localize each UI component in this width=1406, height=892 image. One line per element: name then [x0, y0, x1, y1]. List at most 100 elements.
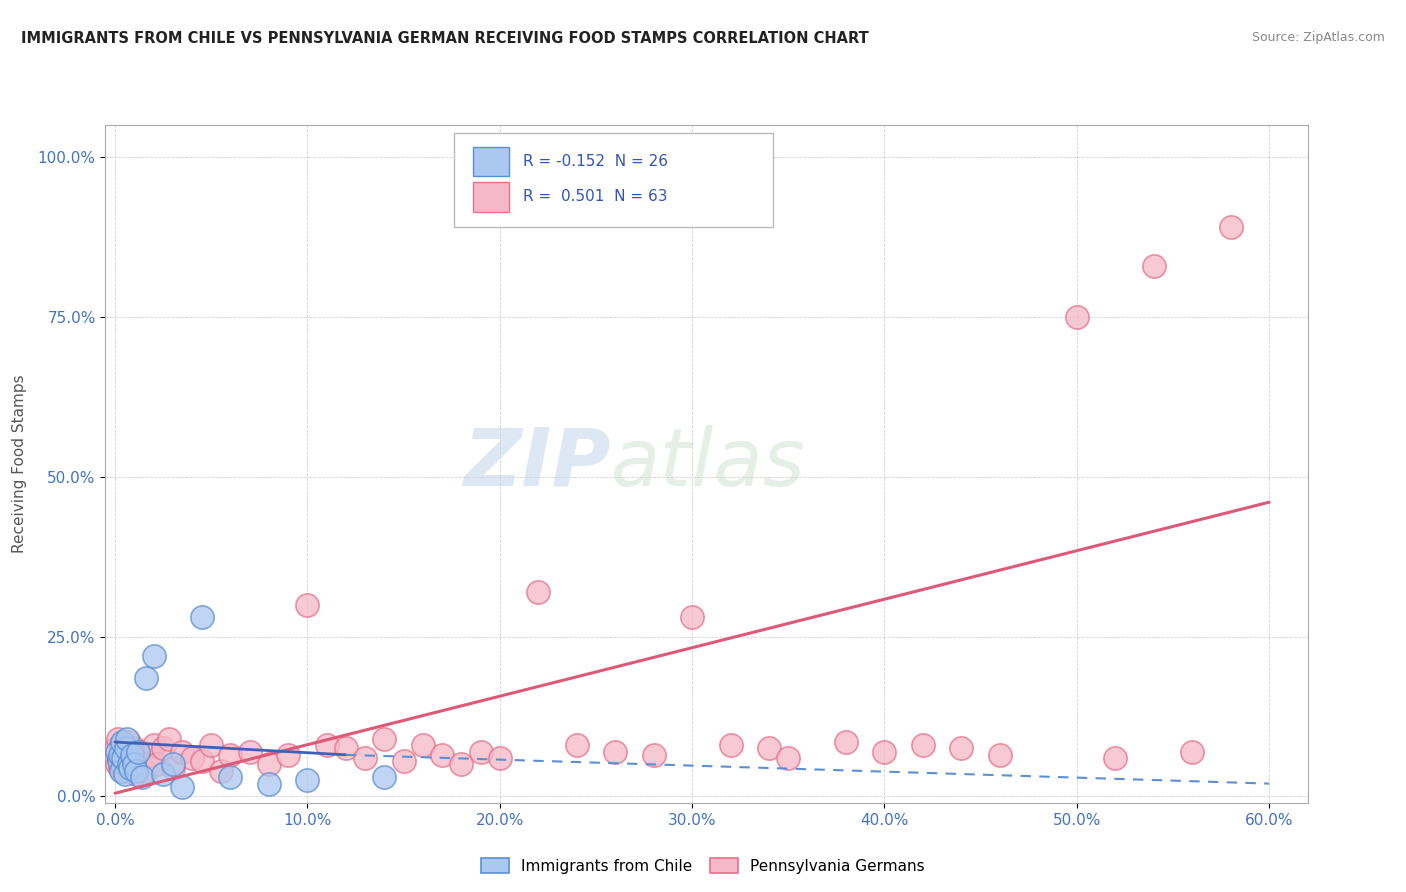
- Point: [219, 770, 242, 784]
- Point: [681, 610, 703, 624]
- Point: [778, 751, 800, 765]
- Point: [146, 757, 169, 772]
- Point: [121, 751, 143, 765]
- Point: [257, 776, 280, 790]
- FancyBboxPatch shape: [474, 146, 509, 177]
- Point: [605, 745, 627, 759]
- Point: [643, 747, 665, 762]
- Point: [315, 738, 337, 752]
- Point: [117, 757, 139, 772]
- Point: [135, 671, 157, 685]
- Point: [105, 745, 128, 759]
- Point: [142, 648, 165, 663]
- Point: [152, 741, 174, 756]
- Point: [105, 741, 128, 756]
- Point: [108, 754, 131, 768]
- Point: [107, 731, 129, 746]
- Point: [138, 747, 160, 762]
- Point: [200, 738, 222, 752]
- Point: [835, 735, 858, 749]
- Point: [873, 745, 896, 759]
- Point: [114, 747, 136, 762]
- Point: [131, 770, 153, 784]
- Point: [120, 761, 142, 775]
- Point: [172, 745, 194, 759]
- Point: [111, 745, 134, 759]
- Text: atlas: atlas: [610, 425, 806, 503]
- Point: [162, 757, 184, 772]
- Point: [470, 745, 492, 759]
- Point: [124, 757, 146, 772]
- Point: [297, 598, 319, 612]
- Point: [392, 754, 415, 768]
- Point: [720, 738, 742, 752]
- Point: [157, 731, 180, 746]
- Point: [111, 735, 134, 749]
- Text: ZIP: ZIP: [463, 425, 610, 503]
- Point: [190, 754, 212, 768]
- Point: [125, 767, 148, 781]
- Point: [488, 751, 510, 765]
- Point: [412, 738, 434, 752]
- Point: [127, 745, 149, 759]
- Point: [108, 751, 131, 765]
- Text: R =  0.501  N = 63: R = 0.501 N = 63: [523, 189, 666, 204]
- Point: [111, 751, 134, 765]
- Point: [110, 764, 132, 778]
- Point: [335, 741, 357, 756]
- Point: [115, 757, 138, 772]
- Point: [124, 741, 146, 756]
- Point: [105, 757, 128, 772]
- Point: [110, 738, 132, 752]
- Point: [1143, 259, 1166, 273]
- Point: [135, 764, 157, 778]
- Point: [209, 764, 232, 778]
- Point: [120, 761, 142, 775]
- Point: [1066, 310, 1088, 324]
- Point: [430, 747, 453, 762]
- Point: [131, 745, 153, 759]
- Point: [114, 741, 136, 756]
- Text: IMMIGRANTS FROM CHILE VS PENNSYLVANIA GERMAN RECEIVING FOOD STAMPS CORRELATION C: IMMIGRANTS FROM CHILE VS PENNSYLVANIA GE…: [21, 31, 869, 46]
- Point: [1219, 220, 1241, 235]
- Point: [1181, 745, 1204, 759]
- Text: R = -0.152  N = 26: R = -0.152 N = 26: [523, 154, 668, 169]
- Point: [373, 731, 395, 746]
- Point: [239, 745, 262, 759]
- Point: [565, 738, 588, 752]
- Point: [115, 731, 138, 746]
- Point: [121, 747, 143, 762]
- Point: [1104, 751, 1126, 765]
- Point: [373, 770, 395, 784]
- FancyBboxPatch shape: [454, 133, 773, 227]
- Point: [527, 584, 550, 599]
- Point: [108, 761, 131, 775]
- Point: [111, 754, 134, 768]
- Legend: Immigrants from Chile, Pennsylvania Germans: Immigrants from Chile, Pennsylvania Germ…: [475, 852, 931, 880]
- Point: [125, 764, 148, 778]
- Text: Source: ZipAtlas.com: Source: ZipAtlas.com: [1251, 31, 1385, 45]
- Point: [127, 754, 149, 768]
- Point: [117, 735, 139, 749]
- Point: [277, 747, 299, 762]
- Point: [219, 747, 242, 762]
- Point: [152, 767, 174, 781]
- FancyBboxPatch shape: [474, 182, 509, 211]
- Point: [297, 773, 319, 788]
- Point: [190, 610, 212, 624]
- Point: [450, 757, 472, 772]
- Point: [950, 741, 973, 756]
- Point: [162, 761, 184, 775]
- Y-axis label: Receiving Food Stamps: Receiving Food Stamps: [11, 375, 27, 553]
- Point: [142, 738, 165, 752]
- Point: [911, 738, 934, 752]
- Point: [758, 741, 780, 756]
- Point: [181, 751, 204, 765]
- Point: [108, 747, 131, 762]
- Point: [114, 767, 136, 781]
- Point: [257, 757, 280, 772]
- Point: [112, 764, 135, 778]
- Point: [172, 780, 194, 794]
- Point: [354, 751, 377, 765]
- Point: [988, 747, 1011, 762]
